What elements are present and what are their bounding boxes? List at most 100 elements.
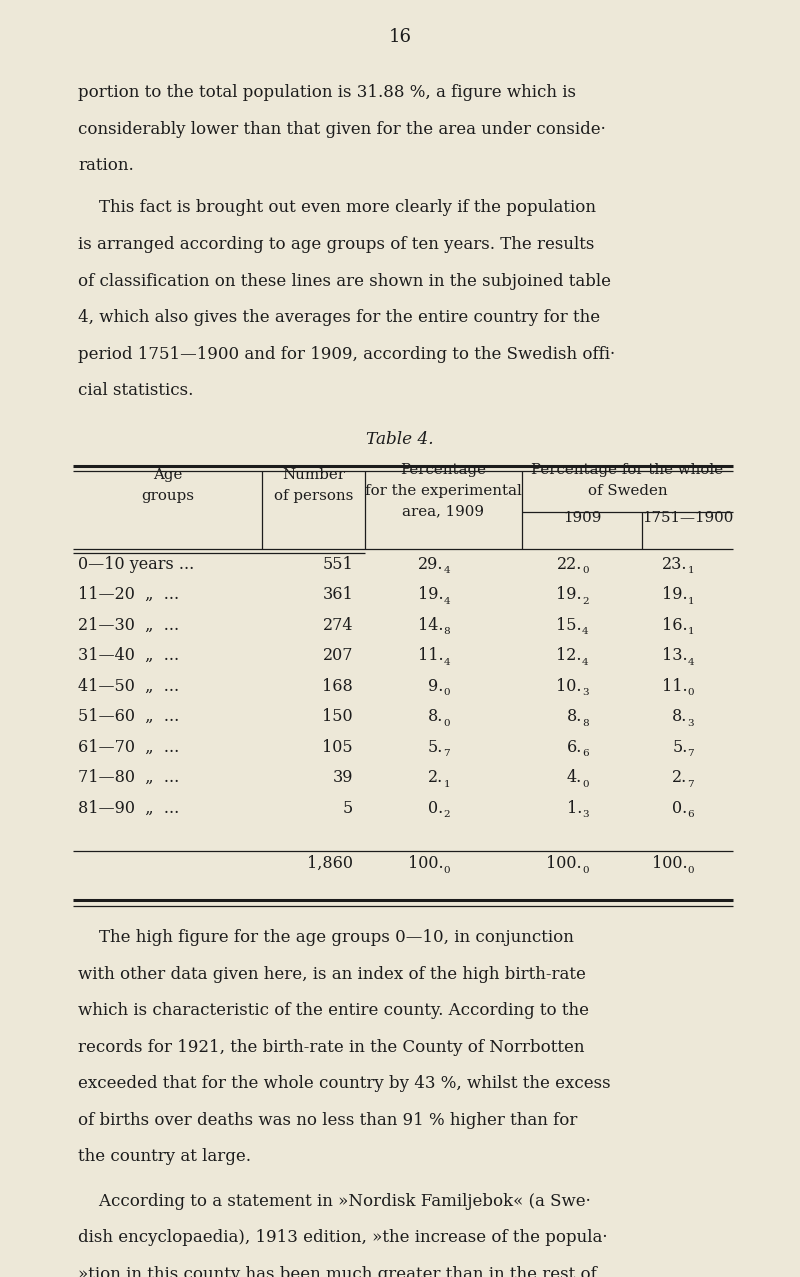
Text: 5.: 5. xyxy=(428,738,443,756)
Text: 2.: 2. xyxy=(672,769,687,787)
Text: 12.: 12. xyxy=(557,647,582,664)
Text: groups: groups xyxy=(141,489,194,503)
Text: 1,860: 1,860 xyxy=(307,856,353,872)
Text: 3: 3 xyxy=(687,719,694,728)
Text: 100.: 100. xyxy=(546,856,582,872)
Text: 0: 0 xyxy=(443,688,450,697)
Text: 5.: 5. xyxy=(672,738,687,756)
Text: 4: 4 xyxy=(582,627,589,636)
Text: exceeded that for the whole country by 43 %, whilst the excess: exceeded that for the whole country by 4… xyxy=(78,1075,610,1092)
Text: area, 1909: area, 1909 xyxy=(402,504,485,518)
Text: of births over deaths was no less than 91 % higher than for: of births over deaths was no less than 9… xyxy=(78,1111,578,1129)
Text: 1: 1 xyxy=(687,566,694,575)
Text: 19.: 19. xyxy=(418,586,443,603)
Text: 4, which also gives the averages for the entire country for the: 4, which also gives the averages for the… xyxy=(78,309,600,326)
Text: 105: 105 xyxy=(322,738,353,756)
Text: which is characteristic of the entire county. According to the: which is characteristic of the entire co… xyxy=(78,1002,589,1019)
Text: period 1751—1900 and for 1909, according to the Swedish offi·: period 1751—1900 and for 1909, according… xyxy=(78,346,615,363)
Text: 9.: 9. xyxy=(428,678,443,695)
Text: 2: 2 xyxy=(582,596,589,605)
Text: 16: 16 xyxy=(389,28,411,46)
Text: 2.: 2. xyxy=(428,769,443,787)
Text: 41—50  „  ...: 41—50 „ ... xyxy=(78,678,179,695)
Text: 8: 8 xyxy=(443,627,450,636)
Text: 1.: 1. xyxy=(566,799,582,816)
Text: 551: 551 xyxy=(322,555,353,572)
Text: 19.: 19. xyxy=(556,586,582,603)
Text: 274: 274 xyxy=(322,617,353,633)
Text: 100.: 100. xyxy=(652,856,687,872)
Text: 150: 150 xyxy=(322,707,353,725)
Text: 0: 0 xyxy=(687,866,694,875)
Text: 6: 6 xyxy=(687,810,694,819)
Text: Number: Number xyxy=(282,467,345,481)
Text: 0: 0 xyxy=(582,779,589,788)
Text: 1909: 1909 xyxy=(563,511,601,525)
Text: 7: 7 xyxy=(443,750,450,759)
Text: 3: 3 xyxy=(582,688,589,697)
Text: of classification on these lines are shown in the subjoined table: of classification on these lines are sho… xyxy=(78,272,611,290)
Text: 8.: 8. xyxy=(566,707,582,725)
Text: portion to the total population is 31.88 %, a figure which is: portion to the total population is 31.88… xyxy=(78,84,576,101)
Text: 0: 0 xyxy=(443,719,450,728)
Text: records for 1921, the birth-rate in the County of Norrbotten: records for 1921, the birth-rate in the … xyxy=(78,1038,585,1056)
Text: 39: 39 xyxy=(333,769,353,787)
Text: Table 4.: Table 4. xyxy=(366,430,434,447)
Text: 1751—1900: 1751—1900 xyxy=(642,511,733,525)
Text: 4: 4 xyxy=(443,566,450,575)
Text: 100.: 100. xyxy=(408,856,443,872)
Text: 7: 7 xyxy=(687,779,694,788)
Text: 15.: 15. xyxy=(556,617,582,633)
Text: This fact is brought out even more clearly if the population: This fact is brought out even more clear… xyxy=(78,199,596,217)
Text: 4: 4 xyxy=(582,658,589,667)
Text: 23.: 23. xyxy=(662,555,687,572)
Text: 13.: 13. xyxy=(662,647,687,664)
Text: is arranged according to age groups of ten years. The results: is arranged according to age groups of t… xyxy=(78,236,594,253)
Text: of Sweden: of Sweden xyxy=(588,484,667,498)
Text: According to a statement in »Nordisk Familjebok« (a Swe·: According to a statement in »Nordisk Fam… xyxy=(78,1193,591,1209)
Text: 61—70  „  ...: 61—70 „ ... xyxy=(78,738,179,756)
Text: Percentage: Percentage xyxy=(401,462,486,476)
Text: 5: 5 xyxy=(342,799,353,816)
Text: 14.: 14. xyxy=(418,617,443,633)
Text: 0: 0 xyxy=(687,688,694,697)
Text: 8: 8 xyxy=(582,719,589,728)
Text: 19.: 19. xyxy=(662,586,687,603)
Text: »tion in this county has been much greater than in the rest of: »tion in this county has been much great… xyxy=(78,1266,597,1277)
Text: 1: 1 xyxy=(687,627,694,636)
Text: 168: 168 xyxy=(322,678,353,695)
Text: 361: 361 xyxy=(322,586,353,603)
Text: The high figure for the age groups 0—10, in conjunction: The high figure for the age groups 0—10,… xyxy=(78,928,574,946)
Text: 81—90  „  ...: 81—90 „ ... xyxy=(78,799,179,816)
Text: 4: 4 xyxy=(687,658,694,667)
Text: 4: 4 xyxy=(443,658,450,667)
Text: ration.: ration. xyxy=(78,157,134,174)
Text: 7: 7 xyxy=(687,750,694,759)
Text: for the experimental: for the experimental xyxy=(365,484,522,498)
Text: dish encyclopaedia), 1913 edition, »the increase of the popula·: dish encyclopaedia), 1913 edition, »the … xyxy=(78,1228,608,1246)
Text: 11.: 11. xyxy=(418,647,443,664)
Text: 2: 2 xyxy=(443,810,450,819)
Text: 11.: 11. xyxy=(662,678,687,695)
Text: 31—40  „  ...: 31—40 „ ... xyxy=(78,647,179,664)
Text: of persons: of persons xyxy=(274,489,353,503)
Text: 0.: 0. xyxy=(672,799,687,816)
Text: 11—20  „  ...: 11—20 „ ... xyxy=(78,586,179,603)
Text: 0—10 years ...: 0—10 years ... xyxy=(78,555,194,572)
Text: 71—80  „  ...: 71—80 „ ... xyxy=(78,769,179,787)
Text: 207: 207 xyxy=(322,647,353,664)
Text: Age: Age xyxy=(153,467,182,481)
Text: 6.: 6. xyxy=(566,738,582,756)
Text: 8.: 8. xyxy=(672,707,687,725)
Text: 16.: 16. xyxy=(662,617,687,633)
Text: 8.: 8. xyxy=(428,707,443,725)
Text: 22.: 22. xyxy=(557,555,582,572)
Text: 1: 1 xyxy=(443,779,450,788)
Text: 10.: 10. xyxy=(557,678,582,695)
Text: 1: 1 xyxy=(687,596,694,605)
Text: with other data given here, is an index of the high birth-rate: with other data given here, is an index … xyxy=(78,965,586,982)
Text: 4: 4 xyxy=(443,596,450,605)
Text: 0: 0 xyxy=(582,866,589,875)
Text: 29.: 29. xyxy=(418,555,443,572)
Text: 6: 6 xyxy=(582,750,589,759)
